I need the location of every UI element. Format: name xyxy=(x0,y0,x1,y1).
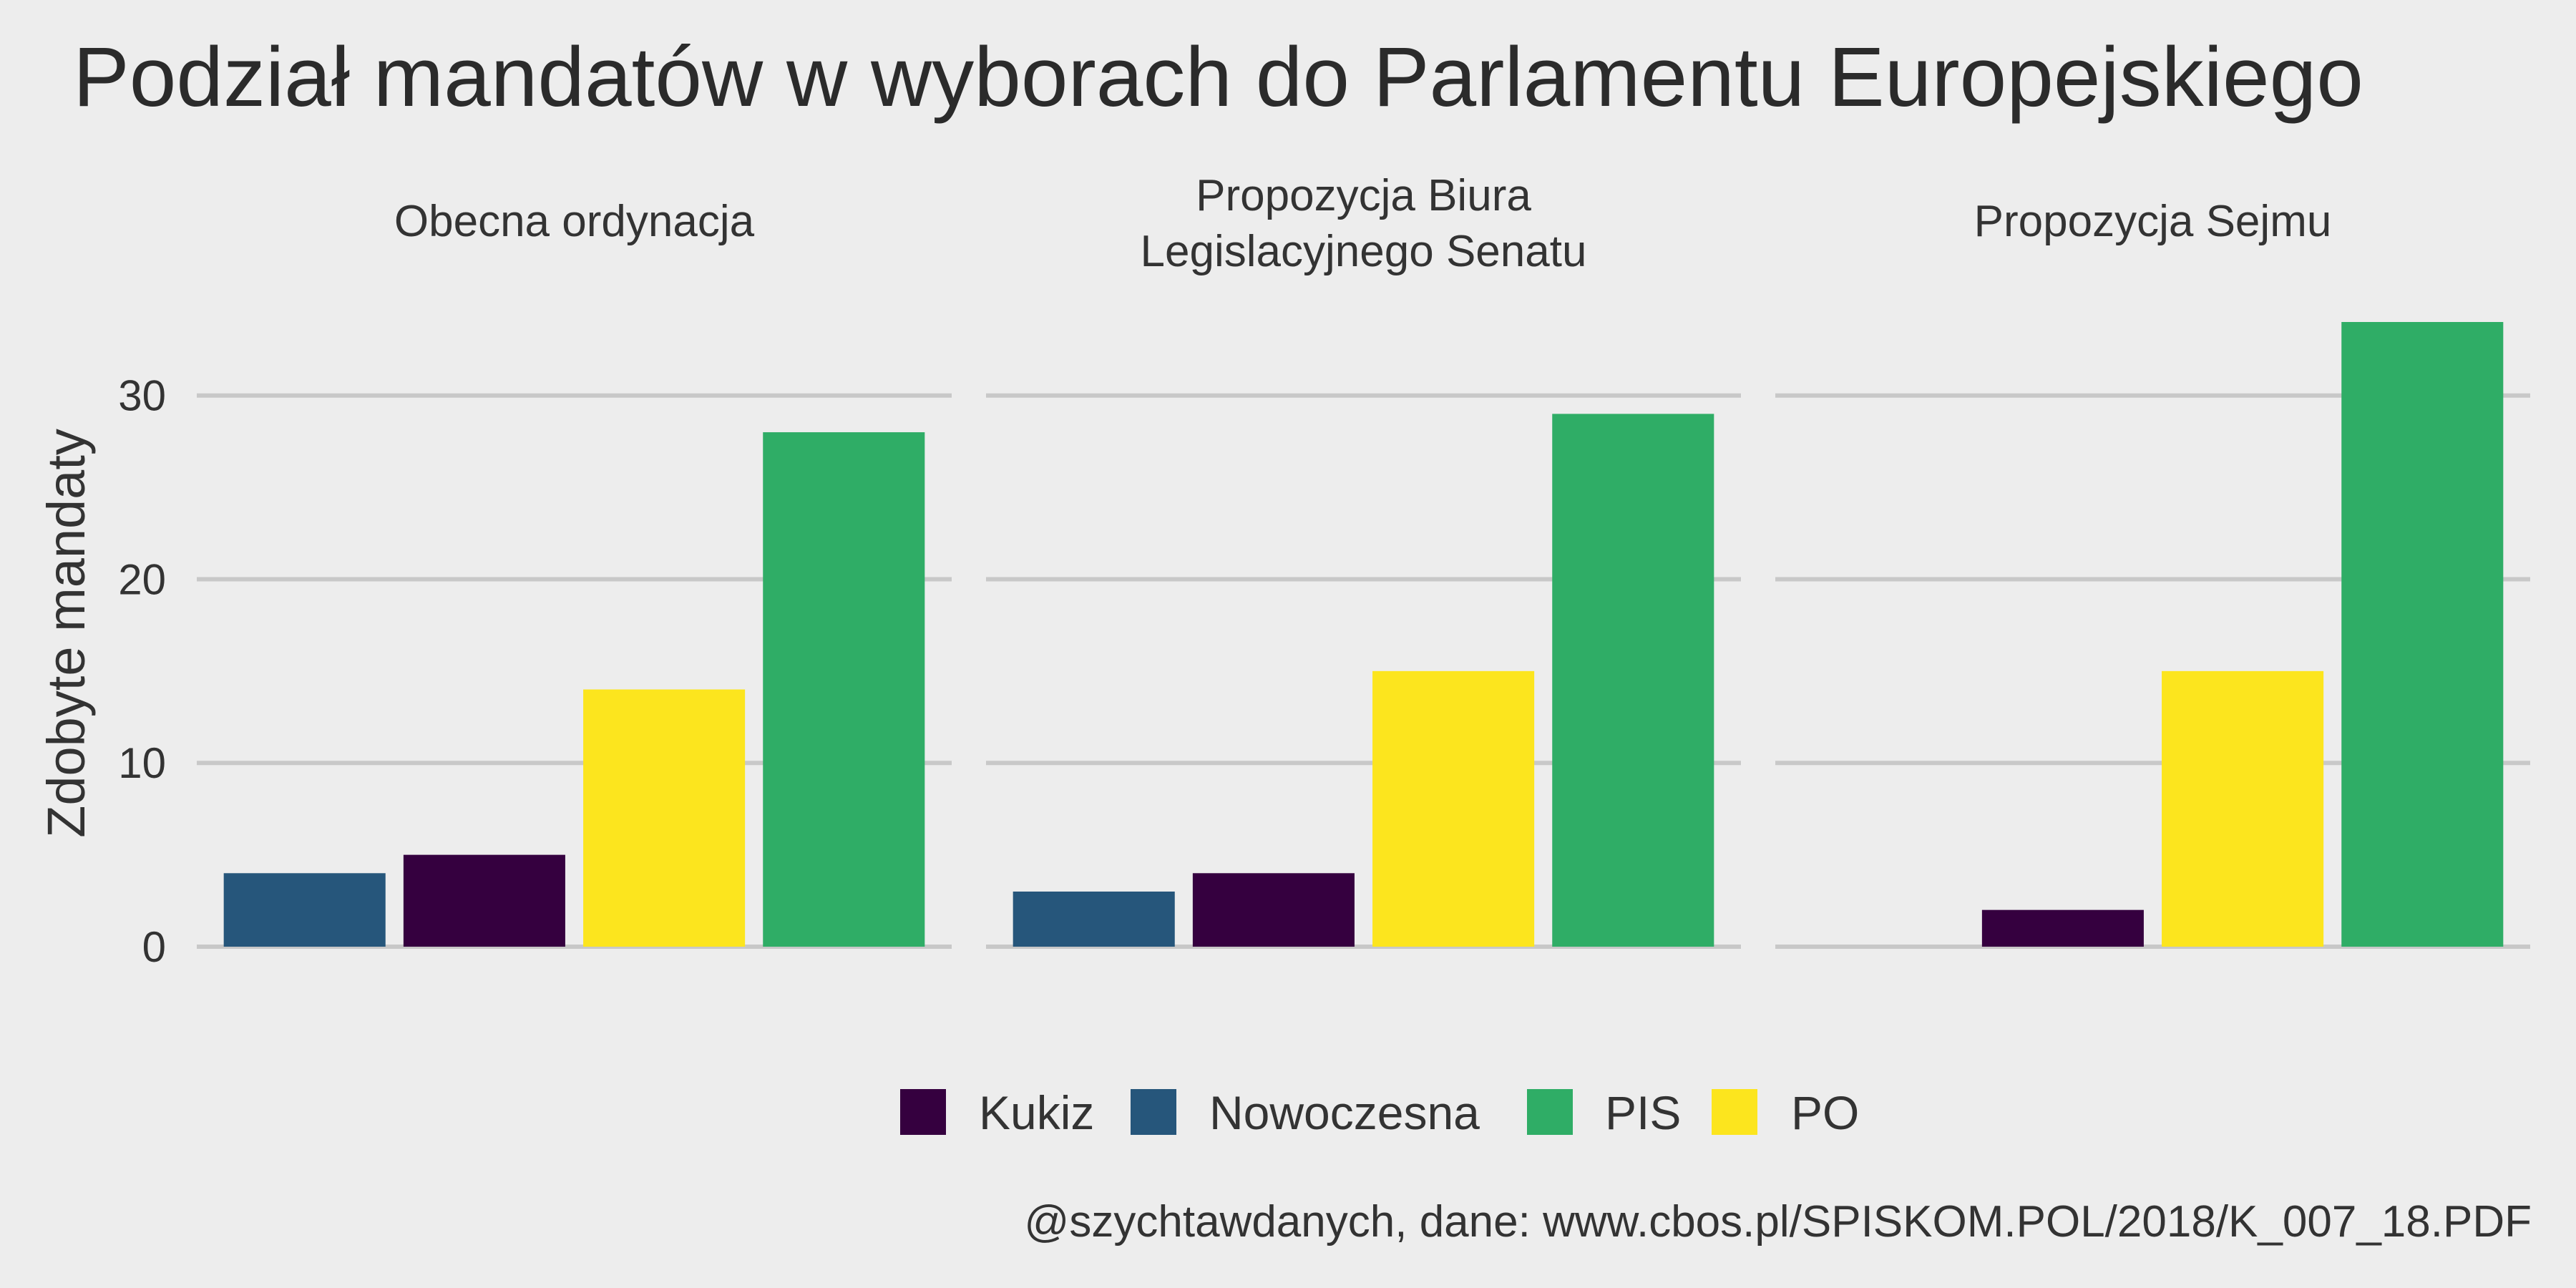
bar-kukiz xyxy=(1192,873,1355,947)
facet-label: Obecna ordynacja xyxy=(394,197,755,246)
facet-label: Legislacyjnego Senatu xyxy=(1141,227,1587,276)
facet-panel: Propozycja Biura Legislacyjnego Senatu xyxy=(986,171,1741,949)
legend-swatch xyxy=(1131,1089,1176,1135)
legend-label: PO xyxy=(1791,1086,1859,1139)
bar-pis xyxy=(763,432,925,947)
bar-nowoczesna xyxy=(1013,891,1175,947)
legend-label: PIS xyxy=(1605,1086,1681,1139)
bar-pis xyxy=(2341,322,2504,947)
caption: @szychtawdanych, dane: www.cbos.pl/SPISK… xyxy=(1024,1197,2532,1246)
chart-title: Podział mandatów w wyborach do Parlament… xyxy=(73,30,2363,125)
bar-pis xyxy=(1552,414,1714,947)
y-axis-title: Zdobyte mandaty xyxy=(36,429,96,838)
y-tick-label: 0 xyxy=(142,923,166,971)
legend-item: PIS xyxy=(1527,1086,1681,1139)
facet-panels: Obecna ordynacja Propozycja Biura Legislac… xyxy=(197,171,2530,949)
legend-label: Kukiz xyxy=(979,1086,1094,1139)
y-tick-label: 10 xyxy=(118,739,166,787)
y-tick-label: 20 xyxy=(118,555,166,603)
bar-nowoczesna xyxy=(223,873,386,947)
legend-swatch xyxy=(900,1089,946,1135)
legend-item: Kukiz xyxy=(900,1086,1094,1139)
bar-kukiz xyxy=(403,854,565,947)
facet-label: Propozycja Biura xyxy=(1196,171,1531,220)
legend-item: PO xyxy=(1712,1086,1859,1139)
y-tick-label: 30 xyxy=(118,372,166,420)
legend-swatch xyxy=(1527,1089,1573,1135)
bar-kukiz xyxy=(1981,909,2144,947)
facet-label: Propozycja Sejmu xyxy=(1974,197,2332,246)
legend-label: Nowoczesna xyxy=(1209,1086,1480,1139)
legend-item: Nowoczesna xyxy=(1131,1086,1480,1139)
facet-panel: Obecna ordynacja xyxy=(197,197,952,949)
legend-swatch xyxy=(1712,1089,1757,1135)
bar-po xyxy=(583,689,746,947)
bar-po xyxy=(2162,670,2324,947)
facet-panel: Propozycja Sejmu xyxy=(1775,197,2530,949)
legend: Kukiz Nowoczesna PIS PO xyxy=(900,1086,1859,1139)
bar-po xyxy=(1372,670,1535,947)
y-tick-labels: 0 10 20 30 xyxy=(118,372,166,971)
